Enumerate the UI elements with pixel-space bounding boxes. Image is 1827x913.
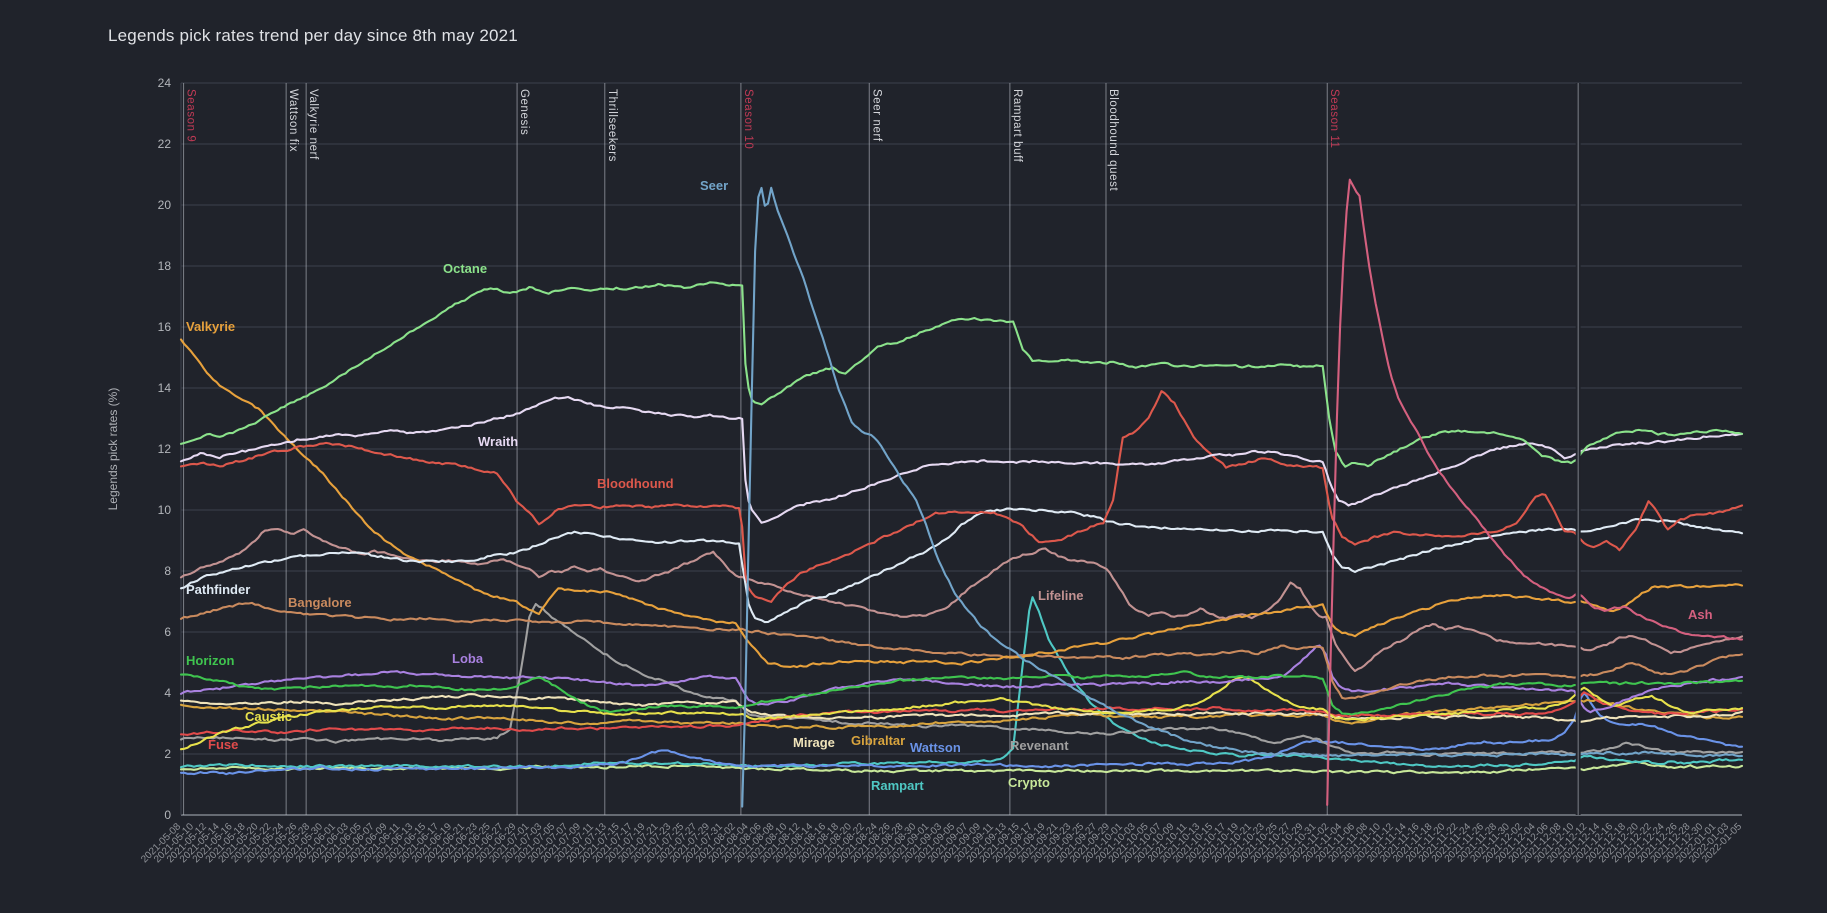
series-line-horizon[interactable] <box>179 670 1744 716</box>
series-line-ash[interactable] <box>1326 178 1744 806</box>
series-line-wattson[interactable] <box>179 691 1744 776</box>
event-label-season-11: Season 11 <box>1328 89 1340 149</box>
series-line-wraith[interactable] <box>179 395 1744 524</box>
series-line-revenant[interactable] <box>179 602 1744 758</box>
y-tick-label: 2 <box>164 747 171 761</box>
y-tick-label: 8 <box>164 564 171 578</box>
series-label-mirage: Mirage <box>793 735 835 750</box>
event-label-seer-nerf: Seer nerf <box>870 89 882 142</box>
event-label-genesis: Genesis <box>518 89 530 135</box>
series-line-mirage[interactable] <box>179 693 1744 723</box>
series-line-octane[interactable] <box>179 281 1744 468</box>
y-tick-label: 18 <box>158 259 172 273</box>
y-tick-label: 4 <box>164 686 171 700</box>
series-label-octane: Octane <box>443 261 487 276</box>
series-line-valkyrie[interactable] <box>179 338 1744 669</box>
event-label-valkyrie-nerf: Valkyrie nerf <box>307 89 319 160</box>
y-tick-label: 0 <box>164 808 171 822</box>
series-line-bloodhound[interactable] <box>179 390 1744 603</box>
event-label-wattson-fix: Wattson fix <box>287 89 299 152</box>
series-line-loba[interactable] <box>179 644 1744 714</box>
series-line-fuse[interactable] <box>179 691 1744 736</box>
series-line-gibraltar[interactable] <box>179 698 1744 730</box>
series-line-caustic[interactable] <box>179 676 1744 751</box>
series-label-crypto: Crypto <box>1008 775 1050 790</box>
y-tick-label: 14 <box>158 381 172 395</box>
series-label-caustic: Caustic <box>245 709 292 724</box>
series-label-valkyrie: Valkyrie <box>186 319 235 334</box>
event-label-rampart-buff: Rampart buff <box>1011 89 1023 163</box>
y-axis-title: Legends pick rates (%) <box>106 388 120 511</box>
y-tick-label: 22 <box>158 137 172 151</box>
series-line-seer[interactable] <box>741 186 1744 808</box>
y-tick-label: 12 <box>158 442 172 456</box>
series-label-seer: Seer <box>700 178 728 193</box>
series-line-lifeline[interactable] <box>179 527 1744 673</box>
series-label-lifeline: Lifeline <box>1038 588 1084 603</box>
y-tick-label: 10 <box>158 503 172 517</box>
event-label-bloodhound-quest: Bloodhound quest <box>1107 89 1119 192</box>
series-label-wattson: Wattson <box>910 740 961 755</box>
series-label-pathfinder: Pathfinder <box>186 582 250 597</box>
series-label-rampart: Rampart <box>871 778 924 793</box>
y-tick-label: 16 <box>158 320 172 334</box>
y-tick-label: 24 <box>158 76 172 90</box>
series-label-wraith: Wraith <box>478 434 518 449</box>
series-label-loba: Loba <box>452 651 484 666</box>
series-label-bloodhound: Bloodhound <box>597 476 674 491</box>
event-label-season-9: Season 9 <box>185 89 197 142</box>
series-label-horizon: Horizon <box>186 653 234 668</box>
series-label-revenant: Revenant <box>1010 738 1069 753</box>
series-line-bangalore[interactable] <box>179 601 1744 700</box>
event-label-thrillseekers: Thrillseekers <box>606 89 618 162</box>
series-label-fuse: Fuse <box>208 737 238 752</box>
series-label-gibraltar: Gibraltar <box>851 733 905 748</box>
event-label-season-10: Season 10 <box>742 89 754 149</box>
series-label-bangalore: Bangalore <box>288 595 352 610</box>
chart-title: Legends pick rates trend per day since 8… <box>108 26 518 45</box>
series-label-ash: Ash <box>1688 607 1713 622</box>
y-tick-label: 20 <box>158 198 172 212</box>
series-line-pathfinder[interactable] <box>179 507 1744 624</box>
y-tick-label: 6 <box>164 625 171 639</box>
